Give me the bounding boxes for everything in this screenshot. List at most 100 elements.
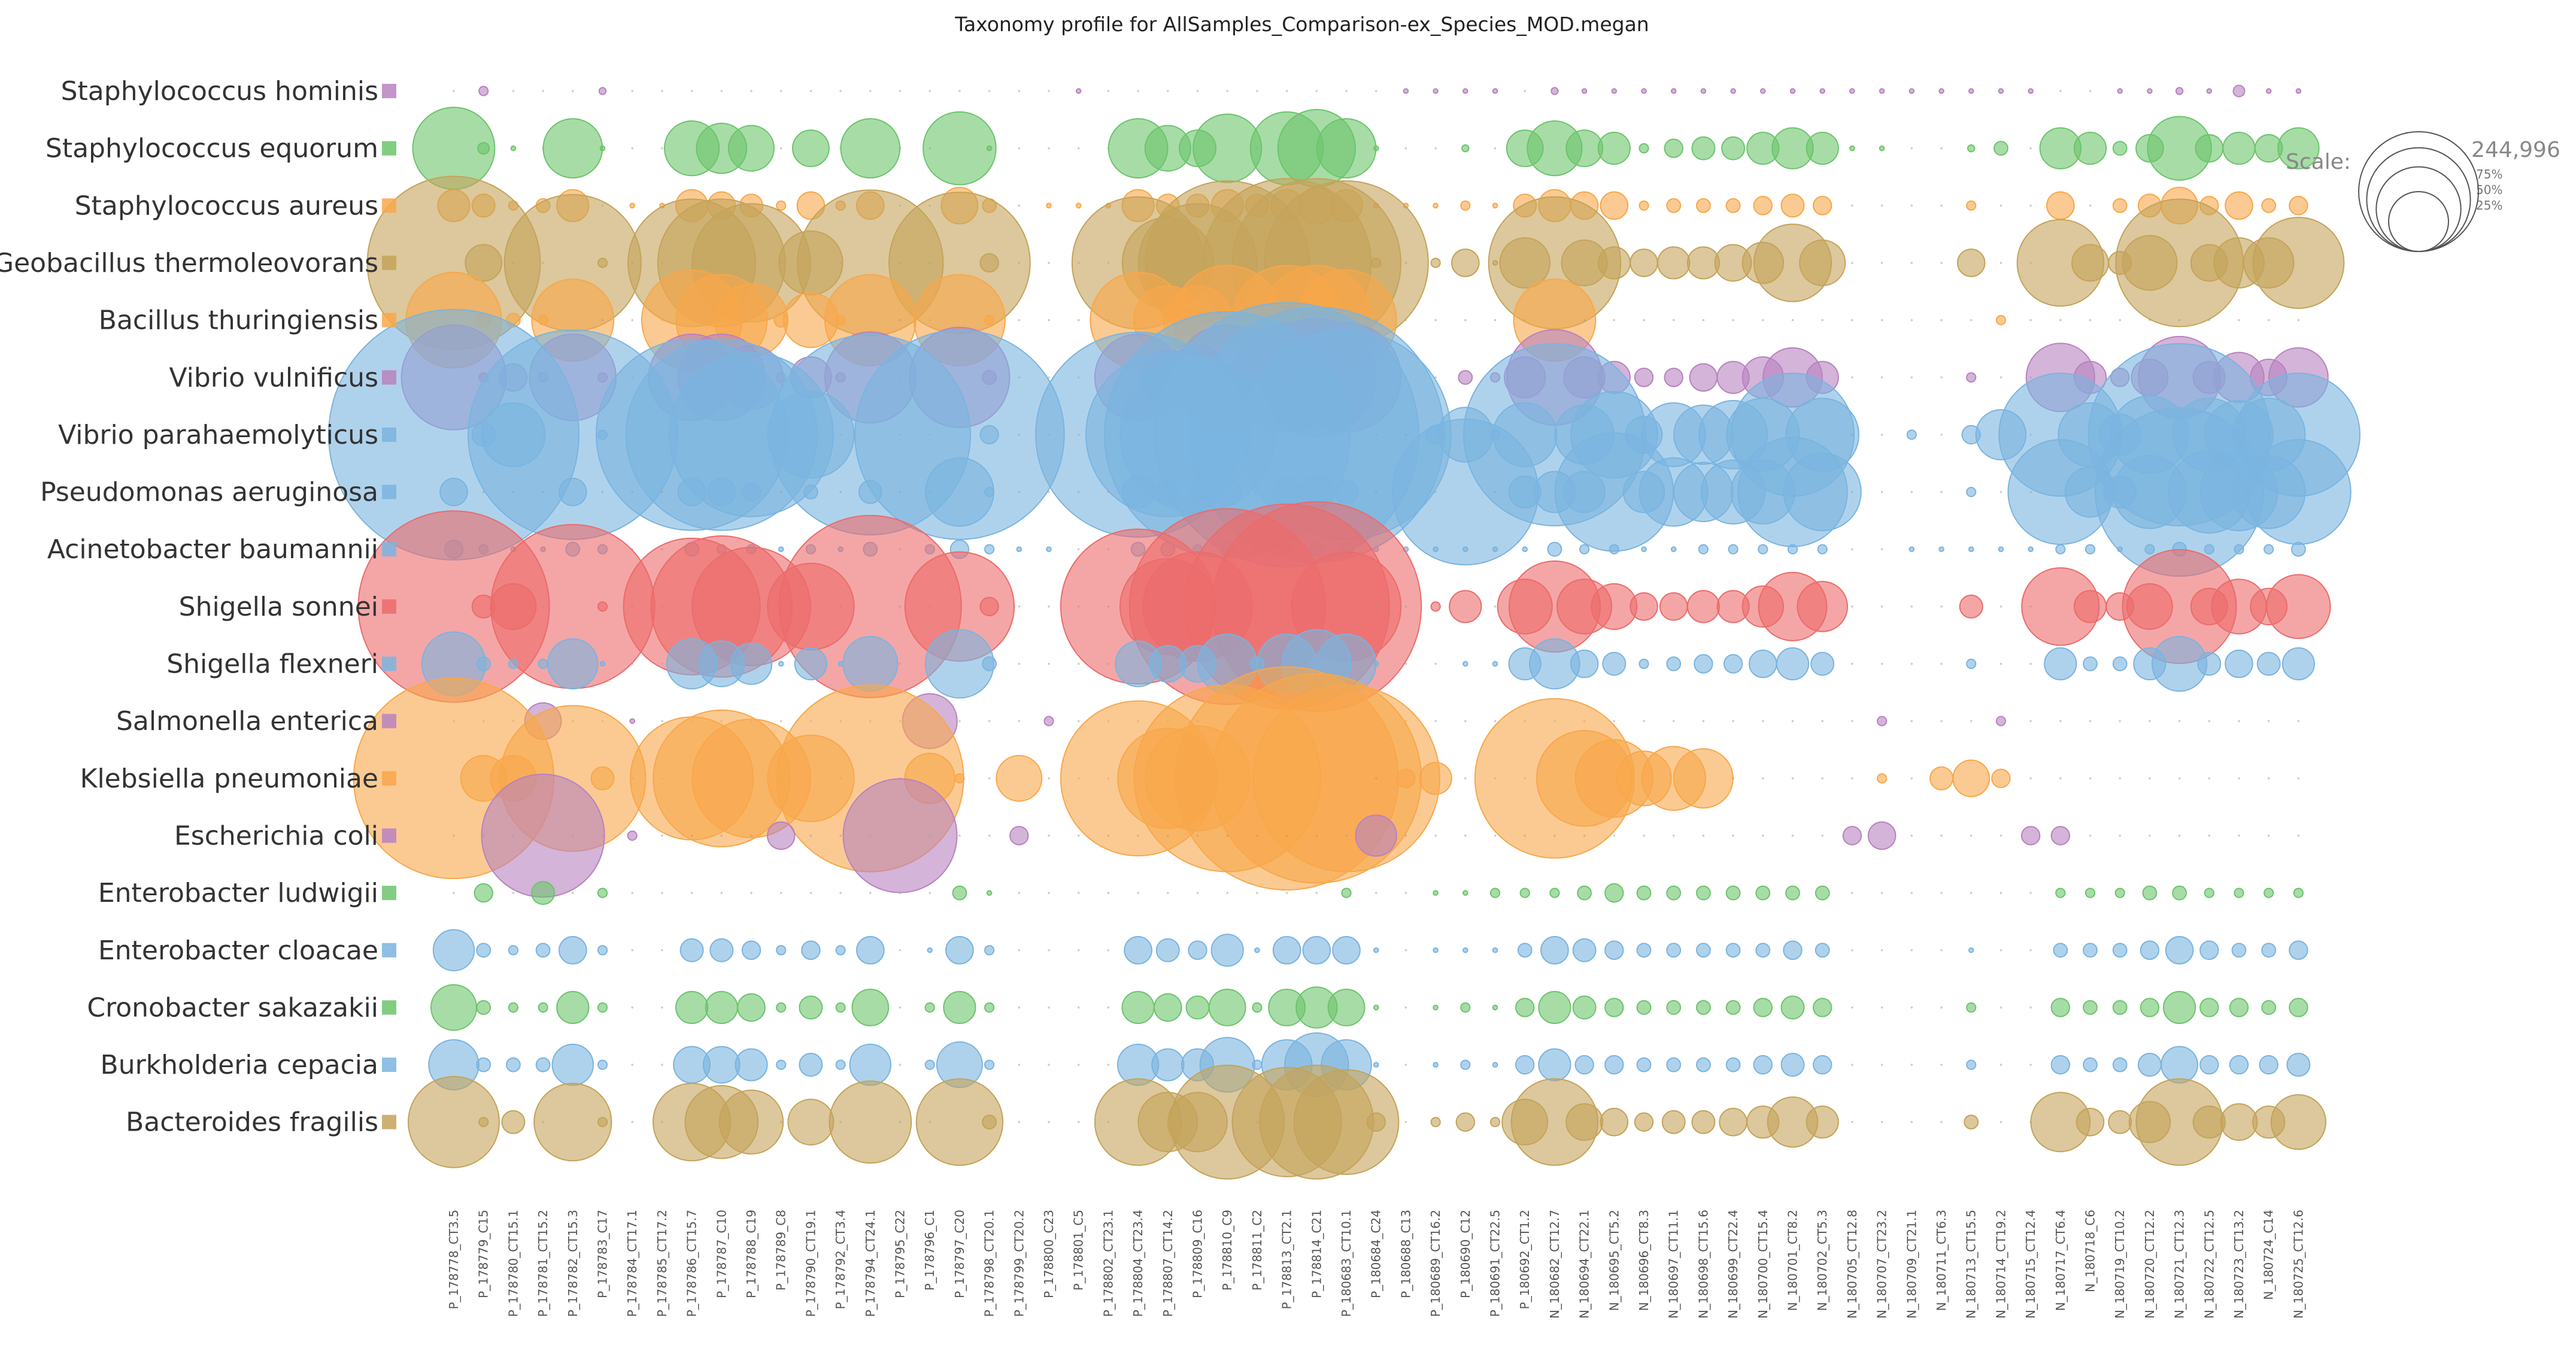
bubble-cronobacter-sakazakii-n-180725-ct12-6 — [2289, 998, 2308, 1017]
bubble-geobacillus-thermoleovorans-n-180705-ct12-8 — [1851, 262, 1853, 264]
bubble-enterobacter-ludwigii-n-180714-ct19-2 — [1999, 892, 2002, 894]
bubble-cronobacter-sakazakii-n-180724-c14 — [2261, 1000, 2277, 1015]
bubble-escherichia-coli-p-178790-ct19-1 — [809, 834, 812, 837]
bubble-staphylococcus-aureus-n-180714-ct19-2 — [1999, 204, 2002, 207]
bubble-burkholderia-cepacia-p-180689-ct16-2 — [1433, 1062, 1439, 1068]
bubble-enterobacter-cloacae-n-180709-ct21-1 — [1910, 949, 1913, 952]
bubble-enterobacter-ludwigii-p-178796-c1 — [929, 892, 931, 894]
bubble-pseudomonas-aeruginosa-p-178794-ct24-1 — [858, 480, 882, 504]
bubble-bacteroides-fragilis-p-180684-c24 — [1366, 1112, 1386, 1132]
bubble-staphylococcus-equorum-p-180689-ct16-2 — [1434, 147, 1437, 150]
bubble-enterobacter-ludwigii-p-178810-c9 — [1226, 892, 1228, 894]
bubble-bacteroides-fragilis-n-180698-ct15-6 — [1691, 1110, 1716, 1134]
bubble-enterobacter-cloacae-p-178797-c20 — [945, 935, 974, 965]
bubble-klebsiella-pneumoniae-n-180698-ct15-6 — [1673, 748, 1734, 809]
row-swatch-staphylococcus-equorum — [382, 141, 396, 156]
bubble-enterobacter-cloacae-p-180692-ct1-2 — [1517, 943, 1533, 958]
column-label-p-178789-c8: P_178789_C8 — [774, 1210, 788, 1291]
bubble-shigella-flexneri-n-180723-ct13-2 — [2225, 649, 2253, 678]
bubble-pseudomonas-aeruginosa-p-180683-ct10-1 — [1334, 480, 1358, 504]
bubble-enterobacter-ludwigii-p-178795-c22 — [899, 892, 902, 894]
bubble-vibrio-vulnificus-n-180714-ct19-2 — [1999, 376, 2002, 379]
bubble-enterobacter-ludwigii-n-180724-c14 — [2264, 887, 2274, 898]
bubble-burkholderia-cepacia-p-178790-ct19-1 — [799, 1053, 823, 1077]
bubble-staphylococcus-hominis-p-180688-c13 — [1403, 88, 1409, 94]
bubble-staphylococcus-aureus-n-180702-ct5-3 — [1813, 196, 1832, 216]
bubble-cronobacter-sakazakii-n-180717-ct6-4 — [2050, 998, 2071, 1017]
bubble-staphylococcus-aureus-n-180698-ct15-6 — [1696, 198, 1711, 213]
column-label-p-178788-c19: P_178788_C19 — [744, 1210, 758, 1298]
bubble-burkholderia-cepacia-n-180702-ct5-3 — [1813, 1055, 1832, 1075]
bubble-klebsiella-pneumoniae-n-180722-ct12-5 — [2208, 777, 2211, 780]
bubble-enterobacter-cloacae-p-180683-ct10-1 — [1332, 935, 1361, 965]
bubble-staphylococcus-aureus-n-180725-ct12-6 — [2289, 196, 2308, 216]
bubble-burkholderia-cepacia-n-180714-ct19-2 — [1999, 1064, 2002, 1066]
bubble-vibrio-vulnificus-n-180707-ct23-2 — [1880, 376, 1883, 379]
bubble-salmonella-enterica-n-180695-ct5-2 — [1613, 720, 1616, 722]
bubble-staphylococcus-hominis-p-178811-c2 — [1256, 90, 1258, 92]
column-label-p-178811-c2: P_178811_C2 — [1250, 1210, 1264, 1291]
bubble-bacteroides-fragilis-n-180718-c6 — [2076, 1107, 2105, 1137]
bubble-acinetobacter-baumannii-n-180719-ct10-2 — [2117, 546, 2123, 553]
bubble-staphylococcus-hominis-p-178794-ct24-1 — [869, 90, 872, 92]
bubble-enterobacter-ludwigii-n-180723-ct13-2 — [2234, 887, 2244, 898]
bubble-cronobacter-sakazakii-n-180707-ct23-2 — [1880, 1006, 1883, 1009]
scale-circle-75 — [2366, 147, 2471, 252]
bubble-pseudomonas-aeruginosa-p-178784-ct17-1 — [631, 490, 633, 493]
column-label-p-178802-ct23-1: P_178802_CT23.1 — [1101, 1210, 1115, 1317]
bubble-pseudomonas-aeruginosa-p-178798-ct20-1 — [984, 486, 995, 498]
bubble-cronobacter-sakazakii-n-180715-ct12-4 — [2029, 1006, 2032, 1009]
column-label-p-180692-ct1-2: P_180692_CT1.2 — [1518, 1210, 1532, 1309]
row-label-shigella-flexneri: Shigella flexneri — [166, 649, 378, 680]
bubble-enterobacter-ludwigii-p-178802-ct23-1 — [1107, 892, 1110, 894]
bubble-escherichia-coli-n-180707-ct23-2 — [1867, 821, 1897, 850]
bubble-cronobacter-sakazakii-p-178804-ct23-4 — [1121, 990, 1155, 1025]
row-swatch-enterobacter-ludwigii — [382, 886, 396, 901]
bubble-enterobacter-cloacae-p-180691-ct22-5 — [1492, 947, 1498, 953]
bubble-staphylococcus-hominis-n-180698-ct15-6 — [1700, 88, 1707, 94]
bubble-staphylococcus-hominis-n-180719-ct10-2 — [2117, 88, 2123, 94]
row-label-bacteroides-fragilis: Bacteroides fragilis — [126, 1107, 378, 1138]
bubble-staphylococcus-aureus-n-180723-ct13-2 — [2225, 191, 2253, 220]
bubble-vibrio-vulnificus-n-180713-ct15-5 — [1966, 372, 1977, 383]
bubble-shigella-flexneri-n-180718-c6 — [2083, 656, 2098, 671]
bubble-burkholderia-cepacia-p-178783-c17 — [597, 1059, 608, 1070]
bubble-cronobacter-sakazakii-n-180698-ct15-6 — [1696, 1000, 1711, 1015]
bubble-geobacillus-thermoleovorans-p-178783-c17 — [597, 258, 608, 268]
bubble-bacillus-thuringiensis-p-178784-ct17-1 — [631, 319, 633, 322]
bubble-enterobacter-ludwigii-p-178778-ct3-5 — [453, 892, 455, 894]
bubble-escherichia-coli-n-180723-ct13-2 — [2238, 834, 2240, 837]
scale-level-50: 50% — [2476, 183, 2502, 197]
bubble-staphylococcus-equorum-p-178788-c19 — [728, 125, 775, 172]
bubble-escherichia-coli-n-180722-ct12-5 — [2208, 834, 2211, 837]
bubble-shigella-flexneri-p-178792-ct3-4 — [838, 661, 844, 667]
column-label-n-180721-ct12-3: N_180721_CT12.3 — [2173, 1210, 2187, 1319]
bubble-staphylococcus-aureus-n-180701-ct8-2 — [1780, 193, 1805, 218]
bubble-bacillus-thuringiensis-n-180709-ct21-1 — [1910, 319, 1913, 322]
bubble-cronobacter-sakazakii-n-180705-ct12-8 — [1851, 1006, 1853, 1009]
bubble-cronobacter-sakazakii-p-178796-c1 — [924, 1002, 935, 1013]
bubble-shigella-flexneri-p-178794-ct24-1 — [842, 635, 899, 692]
bubble-cronobacter-sakazakii-n-180709-ct21-1 — [1910, 1006, 1913, 1009]
bubble-enterobacter-ludwigii-p-178797-c20 — [952, 885, 967, 901]
bubble-cronobacter-sakazakii-p-178802-ct23-1 — [1107, 1006, 1110, 1009]
bubble-escherichia-coli-p-178784-ct17-1 — [627, 830, 638, 841]
bubble-enterobacter-cloacae-n-180701-ct8-2 — [1783, 940, 1803, 960]
bubble-cronobacter-sakazakii-p-178795-c22 — [899, 1006, 902, 1009]
bubble-enterobacter-ludwigii-p-178784-ct17-1 — [631, 892, 633, 894]
bubble-bacteroides-fragilis-n-180725-ct12-6 — [2270, 1094, 2326, 1150]
bubble-escherichia-coli-p-180691-ct22-5 — [1494, 834, 1497, 837]
bubble-pseudomonas-aeruginosa-p-178787-c10 — [707, 477, 736, 507]
bubble-pseudomonas-aeruginosa-p-178783-c17 — [601, 490, 604, 493]
bubble-bacteroides-fragilis-n-180694-ct22-1 — [1565, 1103, 1604, 1141]
bubble-burkholderia-cepacia-p-178784-ct17-1 — [631, 1064, 633, 1066]
bubble-enterobacter-cloacae-n-180725-ct12-6 — [2289, 940, 2308, 960]
bubble-klebsiella-pneumoniae-n-180714-ct19-2 — [1991, 768, 2011, 789]
bubble-bacteroides-fragilis-p-178790-ct19-1 — [787, 1098, 835, 1146]
bubble-escherichia-coli-n-180696-ct8-3 — [1643, 834, 1645, 837]
bubble-acinetobacter-baumannii-n-180715-ct12-4 — [2028, 546, 2034, 553]
bubble-bacteroides-fragilis-p-178800-c23 — [1048, 1120, 1050, 1123]
bubble-enterobacter-cloacae-n-180714-ct19-2 — [1999, 949, 2002, 952]
bubble-enterobacter-cloacae-n-180705-ct12-8 — [1851, 949, 1853, 952]
bubble-cronobacter-sakazakii-p-178779-c15 — [476, 1000, 491, 1015]
